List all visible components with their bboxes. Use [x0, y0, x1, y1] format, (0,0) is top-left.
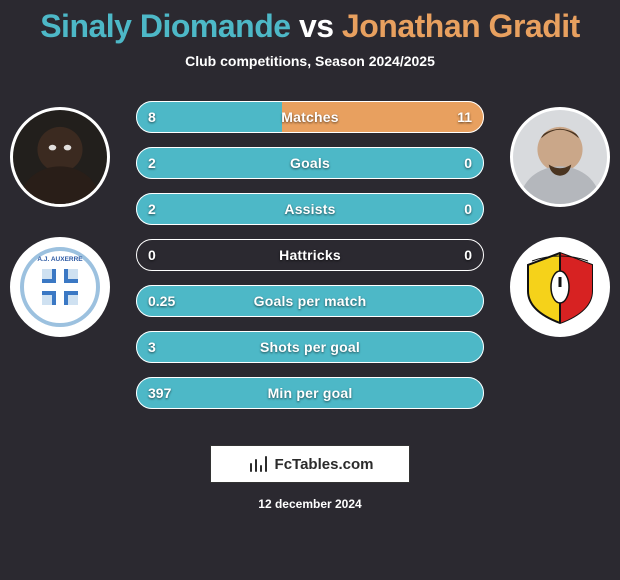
- bar-label: Min per goal: [136, 377, 484, 409]
- bar-value-left: 0: [148, 239, 156, 271]
- svg-text:A.J. AUXERRE: A.J. AUXERRE: [37, 256, 83, 263]
- brand-logo-icon: [247, 453, 269, 475]
- subtitle: Club competitions, Season 2024/2025: [0, 53, 620, 69]
- stat-row: Min per goal397: [136, 377, 484, 409]
- bar-value-right: 11: [457, 101, 472, 133]
- bar-label: Goals per match: [136, 285, 484, 317]
- stat-row: Goals2 0: [136, 147, 484, 179]
- bar-value-right: 0: [464, 147, 472, 179]
- player1-avatar: [10, 107, 110, 207]
- bar-label: Assists: [136, 193, 484, 225]
- title-player2: Jonathan Gradit: [342, 8, 580, 44]
- title-player1: Sinaly Diomande: [40, 8, 290, 44]
- bar-value-left: 2: [148, 193, 156, 225]
- bar-value-right: 0: [464, 239, 472, 271]
- stat-row: Matches8 11: [136, 101, 484, 133]
- bar-label: Matches: [136, 101, 484, 133]
- comparison-container: A.J. AUXERRE Matches811Goals20Assists20H…: [0, 87, 620, 517]
- bar-value-left: 0.25: [148, 285, 175, 317]
- bar-value-left: 8: [148, 101, 156, 133]
- bar-value-left: 3: [148, 331, 156, 363]
- bar-label: Hattricks: [136, 239, 484, 271]
- bar-value-left: 2: [148, 147, 156, 179]
- stat-row: Assists2 0: [136, 193, 484, 225]
- stat-row: Hattricks0 0: [136, 239, 484, 271]
- date-text: 12 december 2024: [0, 497, 620, 511]
- brand-box: FcTables.com: [210, 445, 410, 483]
- brand-text: FcTables.com: [275, 456, 374, 473]
- page-title: Sinaly Diomande vs Jonathan Gradit: [0, 0, 620, 45]
- bar-label: Shots per goal: [136, 331, 484, 363]
- bar-value-right: 0: [464, 193, 472, 225]
- player1-club-crest: A.J. AUXERRE: [10, 237, 110, 337]
- bar-value-left: 397: [148, 377, 171, 409]
- stat-row: Goals per match0.25: [136, 285, 484, 317]
- bar-label: Goals: [136, 147, 484, 179]
- player2-avatar: [510, 107, 610, 207]
- player2-club-crest: [510, 237, 610, 337]
- title-vs: vs: [299, 8, 334, 44]
- stat-row: Shots per goal3: [136, 331, 484, 363]
- stat-bars: Matches811Goals20Assists20Hattricks00Goa…: [136, 101, 484, 423]
